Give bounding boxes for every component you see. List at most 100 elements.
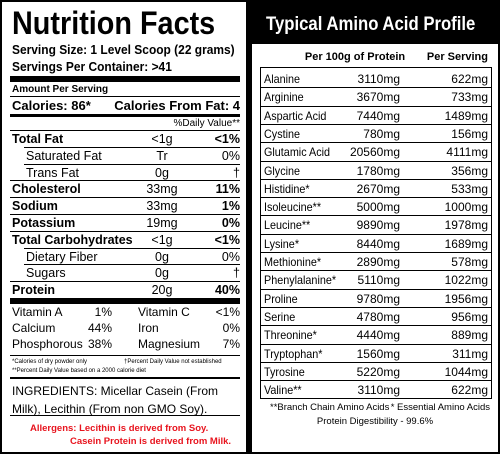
nutrient-dv: <1% bbox=[214, 132, 240, 146]
vitamin-dv: 0% bbox=[222, 321, 240, 335]
amino-name: Histidine* bbox=[264, 181, 310, 196]
vitamin-name: Vitamin A bbox=[12, 305, 63, 319]
amino-per-100g: 4440mg bbox=[356, 328, 400, 343]
rule bbox=[260, 325, 492, 327]
rule bbox=[10, 377, 240, 379]
nutrient-dv: 0% bbox=[221, 216, 240, 230]
amino-name: Methionine* bbox=[264, 255, 322, 269]
amino-name: Tyrosine bbox=[264, 364, 305, 379]
nutrient-amount: 0g bbox=[155, 165, 169, 180]
rule bbox=[260, 105, 492, 107]
amino-per-serving: 1489mg bbox=[444, 108, 488, 123]
nutrient-name: Saturated Fat bbox=[26, 148, 102, 163]
nutrient-dv: † bbox=[233, 165, 240, 180]
footnote: *Calories of dry powder only bbox=[12, 359, 88, 365]
rule bbox=[260, 233, 492, 235]
amino-per-serving: 622mg bbox=[451, 72, 488, 86]
vitamin-dv: 1% bbox=[94, 305, 112, 319]
column-header: Per 100g of Protein bbox=[304, 51, 406, 63]
amino-per-serving: 1022mg bbox=[444, 273, 488, 288]
amino-name: Serine bbox=[264, 309, 296, 324]
nutrient-amount: 20g bbox=[151, 283, 173, 298]
rule bbox=[260, 288, 492, 290]
rule bbox=[260, 178, 492, 180]
rule bbox=[10, 114, 240, 117]
nutrient-amount: <1g bbox=[151, 132, 173, 146]
nutrient-amount: Tr bbox=[156, 148, 168, 163]
calories-from-fat: Calories From Fat: 4 bbox=[114, 98, 240, 113]
rule bbox=[260, 306, 492, 308]
rule bbox=[10, 214, 240, 215]
footnote: **Percent Daily Value based on a 2000 ca… bbox=[12, 368, 146, 374]
amino-per-100g: 2670mg bbox=[356, 181, 400, 196]
daily-value-header: %Daily Value** bbox=[173, 118, 240, 129]
rule bbox=[260, 343, 492, 345]
rule bbox=[10, 76, 240, 82]
vitamin-dv: <1% bbox=[215, 305, 240, 319]
rule bbox=[260, 361, 492, 363]
amino-name: Arginine bbox=[264, 90, 304, 105]
amino-header-bar bbox=[252, 2, 498, 44]
amino-per-100g: 3670mg bbox=[356, 90, 400, 105]
rule bbox=[24, 146, 240, 148]
nutrient-dv: 1% bbox=[221, 199, 240, 214]
amino-name: Cystine bbox=[264, 126, 301, 141]
amino-per-serving: 733mg bbox=[451, 90, 488, 105]
rule bbox=[24, 247, 240, 249]
nutrient-name: Sugars bbox=[26, 266, 66, 281]
amino-per-serving: 889mg bbox=[451, 328, 488, 343]
amino-name: Glycine bbox=[264, 163, 301, 178]
rule bbox=[10, 355, 240, 356]
amino-name: Tryptophan* bbox=[264, 346, 323, 361]
amino-per-serving: 356mg bbox=[451, 163, 488, 178]
amino-per-serving: 1978mg bbox=[444, 218, 488, 233]
nutrient-dv: <1% bbox=[214, 232, 240, 247]
nutrient-dv: 40% bbox=[214, 283, 240, 298]
vitamin-dv: 7% bbox=[222, 337, 240, 351]
allergen: Allergens: Lecithin is derived from Soy. bbox=[30, 423, 209, 434]
nutrient-name: Trans Fat bbox=[26, 165, 80, 180]
amino-per-serving: 956mg bbox=[451, 309, 488, 324]
nutrition-panel: Nutrition Facts Serving Size: 1 Level Sco… bbox=[2, 2, 246, 452]
amount-per-serving: Amount Per Serving bbox=[12, 84, 109, 95]
rule bbox=[260, 160, 492, 162]
rule bbox=[10, 415, 240, 416]
serving-size: Serving Size: 1 Level Scoop (22 grams) bbox=[12, 42, 235, 57]
rule bbox=[24, 264, 240, 266]
amino-per-serving: 622mg bbox=[451, 383, 488, 398]
nutrient-dv: † bbox=[233, 266, 240, 281]
amino-per-100g: 3110mg bbox=[357, 383, 400, 398]
rule bbox=[260, 252, 492, 253]
amino-note: * Essential Amino Acids bbox=[390, 402, 490, 414]
amino-name: Phenylalanine* bbox=[264, 273, 337, 288]
nutrient-name: Potassium bbox=[12, 216, 76, 230]
servings-per-container: Servings Per Container: >41 bbox=[12, 59, 172, 74]
rule bbox=[10, 197, 240, 199]
amino-per-100g: 4780mg bbox=[356, 309, 400, 324]
rule bbox=[260, 87, 492, 89]
rule bbox=[260, 380, 492, 382]
amino-panel: Typical Amino Acid Profile Per 100g of Pr… bbox=[252, 2, 498, 452]
amino-per-serving: 4111mg bbox=[446, 145, 488, 160]
amino-per-serving: 578mg bbox=[451, 255, 488, 269]
amino-per-100g: 7440mg bbox=[356, 108, 400, 123]
rule bbox=[10, 298, 240, 304]
rule bbox=[260, 270, 492, 272]
amino-name: Lysine* bbox=[264, 236, 300, 251]
rule bbox=[10, 180, 240, 182]
calories: Calories: 86* bbox=[12, 98, 91, 113]
amino-name: Threonine* bbox=[264, 328, 317, 343]
rule bbox=[491, 67, 492, 399]
amino-name: Leucine** bbox=[264, 218, 311, 233]
footnote: †Percent Daily Value not established bbox=[124, 359, 222, 365]
rule bbox=[260, 67, 492, 68]
rule bbox=[10, 96, 240, 97]
nutrient-amount: <1g bbox=[151, 232, 173, 247]
amino-per-100g: 780mg bbox=[363, 126, 400, 141]
column-header: Per Serving bbox=[426, 51, 488, 63]
vitamin-name: Calcium bbox=[12, 321, 56, 335]
nutrient-name: Dietary Fiber bbox=[26, 249, 98, 264]
amino-title: Typical Amino Acid Profile bbox=[266, 14, 476, 35]
rule bbox=[260, 142, 492, 144]
